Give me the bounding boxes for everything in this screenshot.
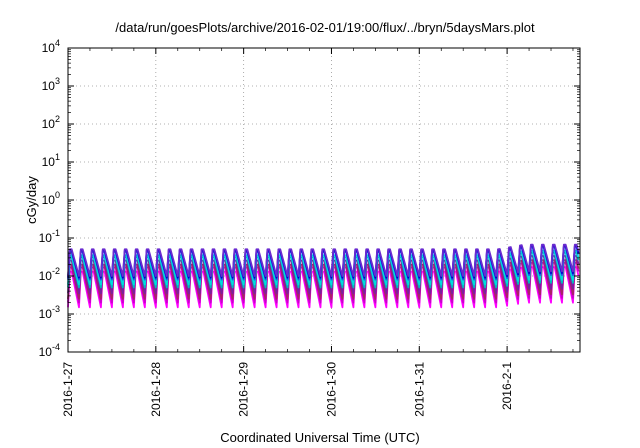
- y-tick-label: 100: [42, 190, 60, 207]
- y-tick-label: 10-2: [39, 266, 60, 283]
- y-tick-label: 101: [42, 152, 60, 169]
- y-tick-label: 104: [42, 38, 60, 55]
- series-line-6: [67, 249, 580, 286]
- x-tick-label: 2016-1-30: [324, 362, 338, 417]
- plot-series: [67, 243, 580, 309]
- x-axis-label: Coordinated Universal Time (UTC): [220, 430, 419, 445]
- x-axis: 2016-1-27 2016-1-28 2016-1-29 2016-1-30 2016…: [61, 48, 574, 417]
- y-axis-label: cGy/day: [24, 176, 39, 224]
- y-tick-label: 10-1: [39, 228, 60, 245]
- chart-title: /data/run/goesPlots/archive/2016-02-01/1…: [115, 20, 535, 35]
- y-tick-label: 103: [42, 76, 60, 93]
- x-tick-label: 2016-1-29: [237, 362, 251, 417]
- x-tick-label: 2016-1-27: [61, 362, 75, 417]
- series-line-1: [67, 266, 580, 309]
- series-line-9: [67, 243, 580, 277]
- grid-lines: [68, 47, 580, 353]
- x-tick-label: 2016-1-31: [412, 362, 426, 417]
- x-tick-label: 2016-2-1: [500, 362, 514, 410]
- y-tick-label: 10-4: [39, 342, 60, 359]
- y-axis: 10-4 10-3 10-2 10-1 100 101 102 103 104: [39, 38, 580, 359]
- y-tick-label: 102: [42, 114, 60, 131]
- series-line-4: [67, 255, 580, 295]
- y-tick-label: 10-3: [39, 304, 60, 321]
- series-line-3: [67, 259, 580, 300]
- x-tick-label: 2016-1-28: [149, 362, 163, 417]
